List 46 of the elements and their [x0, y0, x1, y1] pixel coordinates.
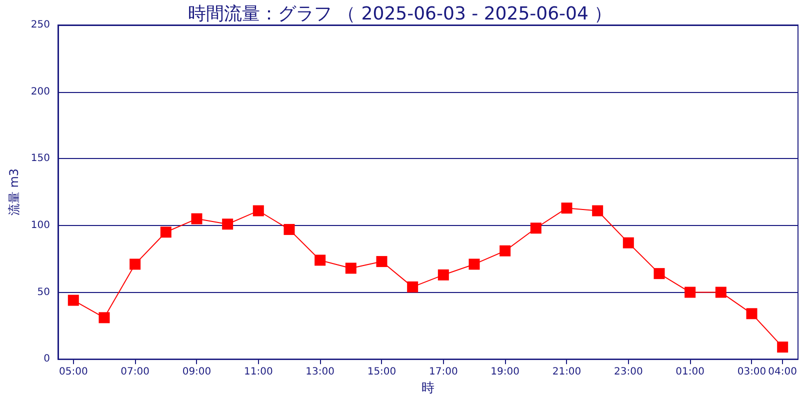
- x-tick-label: 09:00: [182, 366, 212, 378]
- point: [345, 262, 356, 274]
- x-tick-label: 03:00: [737, 366, 766, 378]
- point: [622, 237, 634, 248]
- point: [407, 281, 418, 292]
- x-tick-label: 17:00: [428, 366, 458, 378]
- y-tick-label: 0: [44, 354, 50, 365]
- point: [376, 256, 388, 268]
- point: [98, 312, 110, 324]
- x-tick-label: 01:00: [676, 366, 704, 378]
- point: [191, 213, 202, 224]
- x-axis-title: 時: [421, 381, 434, 396]
- point: [438, 269, 449, 280]
- y-tick-label: 100: [30, 220, 50, 231]
- x-tick-label: 13:00: [306, 366, 334, 378]
- point: [314, 254, 326, 266]
- x-tick-label: 05:00: [58, 366, 88, 378]
- point: [777, 342, 788, 353]
- y-axis-title: 流量 m3: [7, 168, 21, 216]
- x-tick-label: 19:00: [490, 366, 520, 378]
- y-tick-label: 200: [30, 86, 50, 98]
- point: [684, 286, 696, 298]
- point: [500, 245, 511, 256]
- chart-title: 時間流量：グラフ （ 2025-06-03 - 2025-06-04 ）: [188, 4, 612, 24]
- x-tick-label: 15:00: [367, 366, 396, 378]
- x-tick-label: 07:00: [120, 366, 150, 378]
- point: [715, 286, 726, 298]
- point: [160, 226, 172, 238]
- x-tick-label: 11:00: [244, 366, 273, 378]
- point: [68, 294, 79, 306]
- y-tick-label: 150: [30, 153, 50, 164]
- point: [222, 218, 234, 230]
- point: [561, 202, 572, 214]
- point: [654, 268, 665, 280]
- y-tick-label: 50: [37, 286, 50, 298]
- y-tick-label: 250: [30, 20, 50, 30]
- point: [130, 258, 141, 270]
- point: [284, 224, 295, 235]
- point: [468, 258, 480, 270]
- x-tick-label: 04:00: [768, 366, 797, 378]
- x-tick-label: 21:00: [552, 366, 582, 378]
- point: [252, 205, 264, 216]
- point: [746, 308, 758, 320]
- point: [530, 222, 542, 234]
- point: [592, 205, 604, 216]
- x-tick-label: 23:00: [614, 366, 643, 378]
